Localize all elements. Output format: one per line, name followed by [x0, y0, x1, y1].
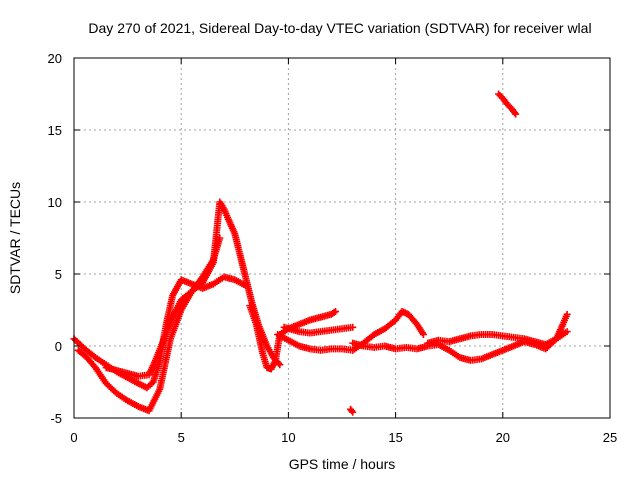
data-point [419, 330, 427, 338]
chart-title: Day 270 of 2021, Sidereal Day-to-day VTE… [88, 20, 591, 36]
data-point [563, 328, 571, 336]
y-tick-label: 20 [48, 51, 62, 66]
data-point [563, 310, 571, 318]
series-trace-f [280, 323, 357, 337]
data-point [349, 408, 357, 416]
data-point [330, 308, 338, 316]
y-tick-label: 10 [48, 195, 62, 210]
x-tick-label: 15 [388, 430, 402, 445]
x-tick-label: 0 [70, 430, 77, 445]
x-axis-label: GPS time / hours [289, 456, 396, 472]
data-point [276, 361, 284, 369]
data-point [332, 307, 340, 315]
series-trace-g [347, 405, 357, 416]
data-point [349, 323, 357, 331]
plot-frame [73, 57, 611, 419]
y-tick-label: -5 [50, 411, 62, 426]
y-tick-label: 15 [48, 123, 62, 138]
x-tick-label: 10 [281, 430, 295, 445]
y-tick-label: 0 [55, 339, 62, 354]
y-axis-label: SDTVAR / TECUs [7, 182, 23, 294]
x-tick-label: 25 [603, 430, 617, 445]
data-point [511, 109, 519, 117]
data-point [348, 407, 356, 415]
y-tick-label: 5 [55, 267, 62, 282]
series-trace-d [246, 302, 340, 373]
x-tick-label: 20 [496, 430, 510, 445]
axis-ticks: 0 5 10 15 20 25 -5 0 5 10 15 20 [48, 51, 618, 445]
series-trace-i [424, 310, 571, 349]
series-trace-j [495, 90, 520, 118]
data-point [512, 110, 520, 118]
x-tick-label: 5 [178, 430, 185, 445]
series-trace-c [102, 198, 284, 380]
data-points [70, 90, 571, 416]
